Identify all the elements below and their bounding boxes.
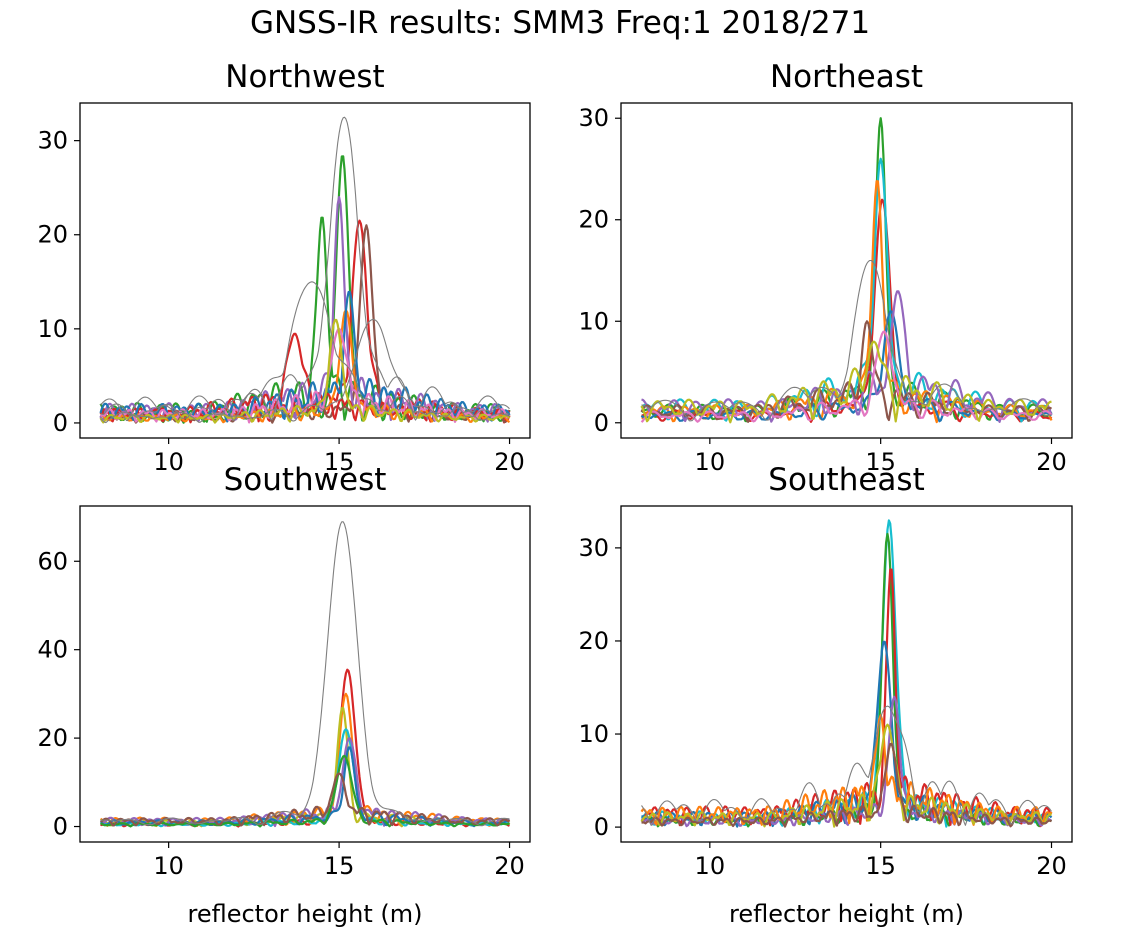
x-tick-label: 15: [324, 448, 355, 476]
y-tick-label: 30: [37, 127, 68, 155]
x-tick-label: 20: [1036, 448, 1067, 476]
series-group: [640, 519, 1053, 828]
panel-title: Southwest: [224, 462, 387, 498]
series-line: [99, 327, 510, 424]
series-line: [100, 737, 510, 828]
y-tick-label: 10: [37, 315, 68, 343]
x-tick-label: 10: [695, 852, 726, 880]
y-tick-label: 30: [578, 534, 609, 562]
panel-northwest: Northwest 10 15 20 0 10 20 30: [37, 59, 531, 476]
series-line: [99, 290, 511, 423]
x-tick-label: 15: [865, 448, 896, 476]
panel-title: Northeast: [770, 59, 923, 95]
axes-frame: [79, 505, 531, 843]
x-tick-label: 20: [494, 448, 525, 476]
series-line: [99, 196, 510, 423]
x-tick-label: 20: [1036, 852, 1067, 880]
y-tick-label: 0: [53, 409, 68, 437]
panel-title: Southeast: [768, 462, 924, 498]
series-line: [99, 772, 511, 827]
series-group: [99, 521, 511, 828]
x-tick-label: 10: [153, 448, 184, 476]
x-tick-label: 20: [494, 852, 525, 880]
x-axis-label: reflector height (m): [729, 900, 964, 928]
y-tick-label: 40: [37, 636, 68, 664]
y-tick-label: 20: [37, 221, 68, 249]
panel-northeast: Northeast 10 15 20 0 10 20 30: [578, 59, 1073, 476]
series-line: [100, 116, 510, 422]
series-group: [640, 117, 1053, 424]
series-line: [641, 705, 1052, 826]
figure-suptitle: GNSS-IR results: SMM3 Freq:1 2018/271: [250, 5, 870, 41]
y-tick-label: 10: [578, 720, 609, 748]
axes-frame: [79, 102, 531, 439]
x-tick-label: 10: [695, 448, 726, 476]
y-tick-label: 60: [37, 547, 68, 575]
y-tick-label: 0: [594, 409, 609, 437]
x-axis-label: reflector height (m): [187, 900, 422, 928]
y-tick-label: 20: [578, 206, 609, 234]
series-group: [99, 116, 511, 424]
series-line: [100, 281, 510, 421]
y-tick-label: 30: [578, 104, 609, 132]
x-tick-label: 15: [865, 852, 896, 880]
series-line: [640, 330, 1053, 423]
axes-frame: [620, 505, 1073, 843]
series-line: [100, 318, 510, 424]
series-line: [641, 742, 1052, 828]
y-tick-label: 0: [594, 813, 609, 841]
axes-frame: [620, 102, 1073, 439]
x-tick-label: 15: [324, 852, 355, 880]
y-tick-label: 20: [37, 724, 68, 752]
series-line: [100, 521, 510, 827]
panel-southeast: Southeast 10 15 20 0 10 20 30 reflector height (…: [578, 462, 1073, 928]
series-line: [99, 318, 511, 424]
y-tick-label: 0: [53, 813, 68, 841]
series-line: [640, 340, 1052, 424]
series-line: [100, 754, 510, 828]
y-tick-label: 20: [578, 627, 609, 655]
y-tick-label: 10: [578, 307, 609, 335]
x-tick-label: 10: [153, 852, 184, 880]
panels: Northwest 10 15 20 0 10 20 30 Northeast 10 15 20 0 10…: [37, 59, 1073, 928]
panel-title: Northwest: [225, 59, 384, 95]
series-line: [641, 259, 1052, 422]
panel-southwest: Southwest 10 15 20 0 20 40 60 reflector height (…: [37, 462, 531, 928]
